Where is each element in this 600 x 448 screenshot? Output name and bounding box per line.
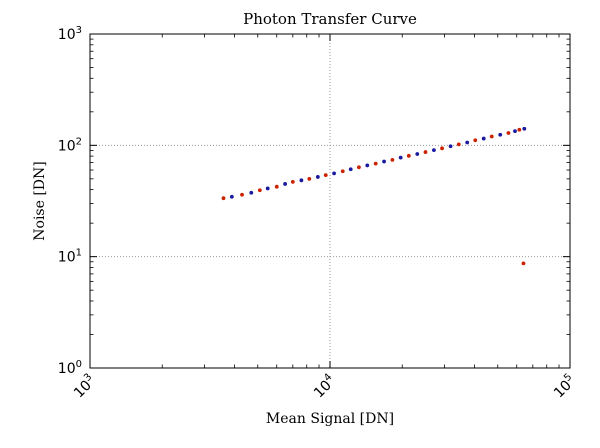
data-point: [257, 188, 262, 193]
data-point: [440, 146, 444, 151]
data-point: [307, 176, 312, 181]
x-tick-label-text: 104: [310, 372, 340, 402]
data-point: [513, 129, 517, 134]
y-tick-labels: 100 101 102 103: [58, 25, 82, 377]
data-point: [373, 161, 378, 166]
plot-area: [90, 34, 570, 368]
data-point: [506, 131, 511, 135]
y-tick-label: 100: [58, 359, 82, 377]
data-point: [498, 132, 503, 137]
data-point: [229, 194, 234, 199]
data-point: [348, 167, 353, 172]
y-axis-label: Noise [DN]: [32, 161, 48, 240]
x-axis-label: Mean Signal [DN]: [266, 411, 394, 427]
data-point: [249, 190, 254, 195]
data-point: [340, 169, 345, 174]
data-points: [221, 126, 527, 266]
data-point: [398, 155, 403, 160]
y-tick-label: 101: [58, 248, 82, 266]
grid: [90, 34, 570, 368]
data-point: [265, 186, 270, 191]
data-point: [299, 178, 304, 183]
data-point: [274, 184, 279, 189]
data-point: [517, 127, 522, 132]
data-point: [473, 138, 478, 143]
data-point: [357, 165, 361, 170]
x-tick-labels: 103 104 105: [71, 372, 580, 402]
data-point: [489, 134, 494, 139]
data-point: [315, 175, 320, 179]
data-point: [240, 192, 244, 197]
data-point: [521, 261, 526, 266]
data-point: [432, 148, 436, 153]
data-point: [365, 163, 370, 168]
data-point: [522, 126, 527, 131]
data-point: [283, 182, 287, 186]
data-point: [423, 150, 428, 154]
data-point: [456, 142, 461, 147]
data-point: [390, 157, 395, 162]
data-point: [332, 171, 336, 176]
data-point: [221, 196, 226, 201]
data-point: [290, 179, 295, 184]
data-point: [415, 152, 420, 156]
plot-frame: [89, 33, 571, 369]
data-point: [382, 159, 386, 164]
data-point: [481, 136, 486, 141]
x-tick-label: 105: [550, 372, 580, 402]
y-tick-label: 102: [58, 136, 82, 154]
x-tick-label-text: 105: [550, 372, 580, 402]
data-point: [406, 153, 411, 158]
data-point: [465, 140, 470, 145]
x-tick-label: 104: [310, 372, 340, 402]
chart-title: Photon Transfer Curve: [243, 10, 417, 28]
y-tick-label: 103: [58, 25, 82, 43]
data-point: [448, 144, 453, 149]
data-point: [323, 173, 328, 178]
